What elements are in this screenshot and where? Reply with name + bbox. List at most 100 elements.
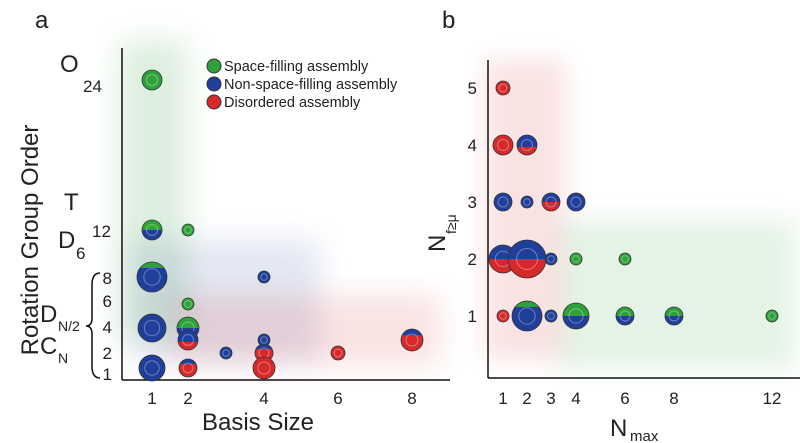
y-tick-1: 1 — [468, 307, 477, 326]
bubble-outline — [615, 306, 635, 326]
panel-b-x-axis-title: N max — [610, 415, 659, 443]
x-tick-1: 1 — [498, 389, 507, 408]
y-label-CN-sub: N — [58, 350, 68, 366]
y-tick-4: 4 — [468, 136, 477, 155]
point-b-2 — [516, 134, 538, 156]
bubble-bottom-non_space_filling — [512, 307, 542, 331]
legend-item-disordered: Disordered assembly — [206, 94, 361, 111]
panel-a-y-group-labels: O 24 T D 6 12 D N/2 C N — [40, 51, 111, 379]
point-b-5 — [541, 192, 561, 212]
y-tick-1: 1 — [103, 365, 112, 384]
x-tick-3: 3 — [546, 389, 555, 408]
x-tick-2: 2 — [522, 389, 531, 408]
bubble-texture — [518, 307, 536, 325]
y-tick-4: 4 — [103, 318, 112, 337]
y-label-CN: C — [40, 333, 57, 360]
bubble-bottom-disordered — [178, 342, 198, 351]
panel-b-y-title-sub: f≥μ — [443, 214, 459, 234]
point-a-5 — [181, 297, 195, 311]
point-b-3 — [493, 192, 513, 212]
bubble-texture — [144, 360, 160, 376]
bubble-bottom-non_space_filling — [665, 316, 683, 325]
panel-a-axes — [121, 48, 450, 381]
bubble-disordered — [492, 134, 514, 156]
y-tick-8: 8 — [103, 269, 112, 288]
y-tick-2: 2 — [103, 344, 112, 363]
y-label-D6: D — [58, 227, 75, 254]
bubble-texture — [619, 310, 631, 322]
y-tick-5: 5 — [468, 79, 477, 98]
point-b-11 — [618, 252, 632, 266]
point-a-3 — [136, 261, 168, 293]
bubble-texture — [333, 348, 343, 358]
x-tick-8: 8 — [407, 389, 416, 408]
point-b-1 — [492, 134, 514, 156]
y-label-12: 12 — [92, 222, 111, 241]
x-tick-8: 8 — [669, 389, 678, 408]
x-tick-4: 4 — [571, 389, 580, 408]
bubble-outline — [562, 302, 590, 330]
bubble-non_space_filling — [137, 313, 167, 343]
bubble-bottom-disordered — [542, 202, 560, 211]
legend-label-disordered: Disordered assembly — [224, 95, 361, 111]
y-tick-3: 3 — [468, 193, 477, 212]
bubble-texture — [547, 255, 555, 263]
point-a-6 — [137, 313, 167, 343]
point-b-10 — [569, 252, 583, 266]
bubble-non_space_filling — [544, 309, 558, 323]
point-b-4 — [520, 195, 534, 209]
point-b-17 — [664, 306, 684, 326]
point-a-15 — [178, 358, 198, 378]
panel-b-points — [488, 80, 779, 332]
bubble-bottom-non_space_filling — [563, 316, 589, 329]
bubble-disordered — [252, 356, 276, 380]
point-b-9 — [544, 252, 558, 266]
bubble-disordered — [330, 345, 346, 361]
bubble-texture — [182, 334, 194, 346]
bubble-texture — [182, 362, 194, 374]
bubble-texture — [143, 319, 161, 337]
legend-label-non-space-filling: Non-space-filling assembly — [224, 77, 398, 93]
bubble-top-non_space_filling — [542, 193, 560, 202]
bubble-bottom-non_space_filling — [137, 268, 168, 292]
bubble-texture — [523, 198, 531, 206]
y-label-D6-sub: 6 — [76, 244, 85, 263]
point-a-0 — [141, 69, 163, 91]
bubble-texture — [497, 196, 509, 208]
bubble-bottom-disordered — [508, 259, 546, 278]
point-b-12 — [496, 309, 510, 323]
bubble-bottom-disordered — [179, 364, 197, 377]
y-label-O: O — [60, 51, 79, 78]
point-b-16 — [615, 306, 635, 326]
bubble-texture — [405, 333, 419, 347]
point-b-18 — [765, 309, 779, 323]
bubble-outline — [541, 192, 561, 212]
bubble-texture — [260, 273, 268, 281]
bubble-non_space_filling — [493, 192, 513, 212]
y-label-DN2: D — [40, 301, 57, 328]
bubble-non_space_filling — [257, 270, 271, 284]
x-tick-12: 12 — [763, 389, 782, 408]
bubble-texture — [146, 224, 158, 236]
point-a-14 — [138, 354, 166, 382]
bubble-texture — [568, 308, 584, 324]
bubble-bottom-non_space_filling — [616, 316, 634, 325]
y-label-O-sub: 24 — [83, 77, 102, 96]
bubble-texture — [143, 268, 161, 286]
bubble-outline — [178, 358, 198, 378]
bubble-top-space_filling — [665, 307, 683, 316]
panel-a-y-axis-title: Rotation Group Order — [17, 125, 44, 356]
bubble-outline — [516, 134, 538, 156]
bubble-space_filling — [181, 223, 195, 237]
bubble-bottom-disordered — [517, 147, 537, 156]
bubble-texture — [222, 349, 230, 357]
x-tick-4: 4 — [259, 389, 268, 408]
legend-item-space-filling: Space-filling assembly — [206, 58, 369, 75]
bubble-non_space_filling — [566, 192, 586, 212]
bubble-texture — [498, 83, 508, 93]
bubble-texture — [768, 312, 776, 320]
bubble-top-space_filling — [563, 303, 589, 316]
bubble-texture — [570, 196, 582, 208]
bubble-space_filling — [765, 309, 779, 323]
bubble-outline — [136, 261, 168, 293]
